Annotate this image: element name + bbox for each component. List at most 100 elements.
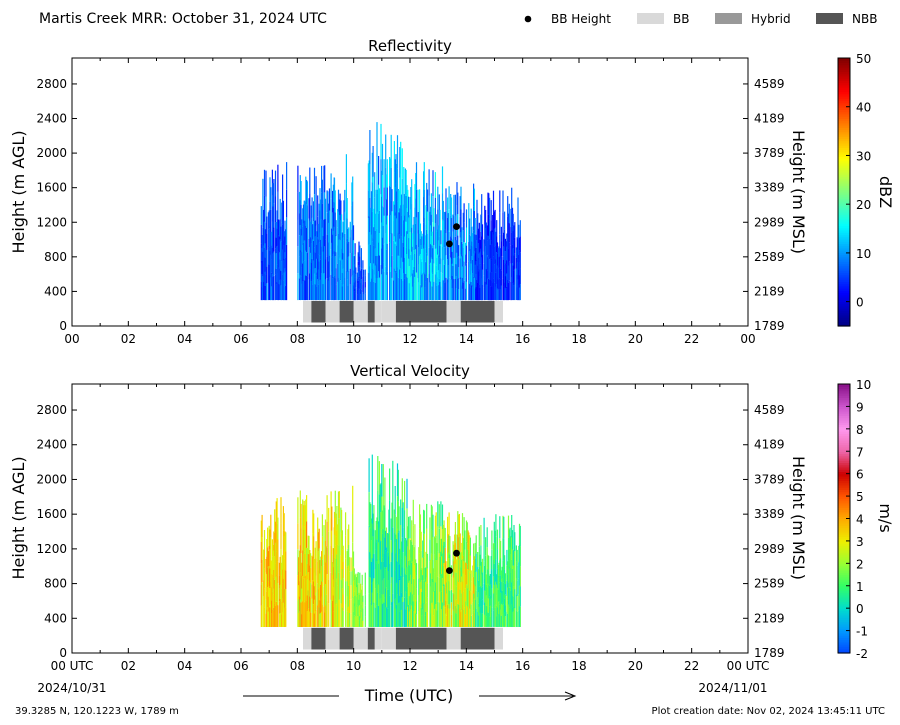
echo-cell	[332, 253, 334, 277]
echo-cell	[415, 173, 417, 199]
echo-cell	[430, 559, 432, 574]
echo-cell	[312, 239, 314, 255]
echo-cell	[491, 530, 493, 550]
echo-cell	[514, 608, 516, 627]
echo-cell	[306, 252, 308, 276]
echo-cell	[356, 594, 358, 606]
echo-cell	[369, 232, 371, 266]
colorbar-step	[838, 594, 850, 598]
echo-cell	[262, 227, 264, 252]
echo-cell	[318, 280, 320, 301]
echo-cell	[415, 272, 418, 301]
echo-cell	[341, 259, 343, 273]
bb-type-segment	[374, 300, 382, 323]
echo-cell	[370, 602, 372, 627]
echo-cell	[306, 228, 308, 253]
echo-cell	[437, 285, 440, 300]
echo-cell	[270, 514, 272, 538]
echo-cell	[508, 529, 510, 549]
echo-cell	[317, 539, 319, 562]
echo-cell	[321, 227, 323, 252]
echo-cell	[458, 559, 460, 582]
echo-cell	[328, 280, 330, 301]
colorbar-step	[838, 610, 850, 614]
echo-cell	[309, 580, 311, 597]
echo-cell	[480, 606, 482, 627]
echo-cell	[380, 569, 382, 599]
echo-cell	[280, 241, 282, 257]
echo-cell	[415, 249, 417, 275]
echo-cell	[303, 200, 305, 221]
echo-cell	[317, 216, 319, 238]
echo-cell	[481, 561, 483, 575]
echo-cell	[481, 254, 484, 270]
echo-cell	[457, 603, 459, 627]
echo-cell	[494, 588, 496, 608]
echo-cell	[315, 201, 317, 226]
echo-cell	[302, 223, 305, 243]
echo-cell	[426, 206, 428, 230]
echo-cell	[518, 578, 520, 595]
echo-cell	[425, 581, 427, 597]
colorbar-step	[838, 451, 850, 455]
echo-cell	[320, 556, 322, 571]
echo-cell	[327, 278, 329, 301]
echo-cell	[385, 530, 387, 550]
echo-cell	[408, 249, 410, 267]
echo-cell	[483, 605, 485, 627]
echo-cell	[440, 501, 442, 527]
echo-cell	[432, 170, 434, 197]
echo-cell	[356, 587, 358, 597]
echo-cell	[375, 584, 377, 606]
echo-cell	[408, 565, 410, 581]
echo-cell	[334, 190, 336, 213]
echo-cell	[403, 167, 405, 194]
echo-cell	[484, 281, 486, 301]
echo-cell	[352, 255, 355, 271]
echo-cell	[433, 568, 435, 580]
echo-cell	[511, 607, 514, 627]
echo-cell	[461, 535, 464, 559]
echo-cell	[398, 212, 400, 235]
echo-cell	[263, 221, 266, 248]
echo-cell	[502, 582, 504, 605]
echo-cell	[321, 581, 323, 605]
echo-cell	[468, 280, 470, 301]
echo-cell	[400, 236, 402, 269]
echo-cell	[454, 585, 456, 606]
echo-cell	[341, 273, 343, 287]
echo-cell	[283, 604, 285, 627]
echo-cell	[433, 591, 435, 604]
echo-cell	[266, 266, 268, 284]
echo-cell	[426, 583, 429, 598]
echo-cell	[405, 274, 407, 300]
colorbar-step	[838, 281, 850, 285]
echo-cell	[274, 563, 277, 585]
echo-cell	[458, 559, 460, 583]
echo-cell	[340, 240, 342, 261]
echo-cell	[273, 203, 275, 228]
echo-cell	[271, 591, 273, 610]
echo-cell	[471, 285, 473, 301]
echo-cell	[393, 260, 395, 281]
echo-cell	[456, 571, 458, 590]
echo-cell	[508, 242, 510, 262]
echo-cell	[279, 239, 281, 260]
echo-cell	[437, 225, 440, 241]
colorbar-step	[838, 538, 850, 542]
echo-cell	[439, 574, 441, 592]
echo-cell	[324, 583, 326, 599]
echo-cell	[372, 581, 374, 605]
echo-cell	[260, 262, 262, 282]
colorbar-step	[838, 518, 850, 522]
echo-cell	[385, 550, 387, 570]
echo-cell	[513, 240, 515, 256]
echo-cell	[372, 604, 374, 627]
echo-cell	[449, 590, 451, 609]
echo-cell	[430, 586, 432, 600]
echo-cell	[364, 287, 366, 294]
echo-cell	[491, 549, 493, 570]
echo-cell	[447, 538, 449, 561]
echo-cell	[270, 209, 272, 233]
echo-cell	[391, 602, 393, 627]
